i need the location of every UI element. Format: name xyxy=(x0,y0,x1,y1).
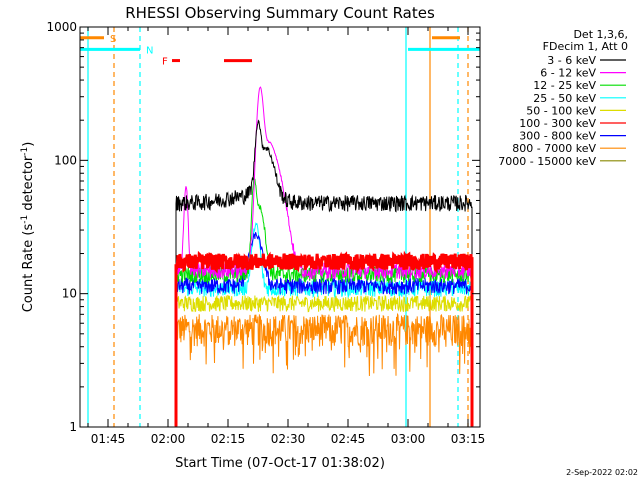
y-axis-label-mid: detector xyxy=(21,155,36,215)
plot-area: S NF xyxy=(80,27,480,427)
legend-label-2: 12 - 25 keV xyxy=(533,79,596,92)
y-tick-label-3: 1000 xyxy=(46,20,77,34)
footer-date: 2-Sep-2022 02:02 xyxy=(566,468,638,477)
y-axis-label-end: ) xyxy=(21,142,36,147)
x-tick-label-0: 01:45 xyxy=(91,432,126,446)
series-line-7 xyxy=(175,312,473,427)
series-line-2 xyxy=(175,177,473,427)
chart-title: RHESSI Observing Summary Count Rates xyxy=(125,4,435,22)
series-line-6 xyxy=(175,231,473,427)
legend-label-3: 25 - 50 keV xyxy=(533,92,596,105)
legend-header-line-1: Det 1,3,6, xyxy=(573,28,628,41)
x-tick-label-5: 03:00 xyxy=(391,432,426,446)
plot-frame xyxy=(79,26,481,428)
x-tick-label-1: 02:00 xyxy=(151,432,186,446)
flag-label-s: S xyxy=(110,34,116,45)
y-tick-label-0: 1 xyxy=(69,420,77,434)
plot-clipped-group xyxy=(80,27,480,427)
flag-label-n: N xyxy=(146,45,153,56)
legend-header-line-2: FDecim 1, Att 0 xyxy=(543,40,628,53)
y-axis-label-sup2: -1 xyxy=(20,147,30,156)
series-line-4 xyxy=(175,293,473,427)
flag-label-f: F xyxy=(162,57,168,68)
legend-label-4: 50 - 100 keV xyxy=(526,104,596,117)
legend-label-6: 300 - 800 keV xyxy=(519,130,596,143)
legend-label-1: 6 - 12 keV xyxy=(540,67,596,80)
x-tick-label-3: 02:30 xyxy=(271,432,306,446)
series-line-0 xyxy=(175,119,473,427)
y-tick-label-1: 10 xyxy=(62,287,77,301)
axes: 01:45 02:00 02:15 02:30 02:45 03:00 03:15 1 10 10… xyxy=(46,20,485,446)
legend-label-7: 800 - 7000 keV xyxy=(512,142,596,155)
y-axis-label: Count Rate (s-1 detector-1) xyxy=(20,142,36,313)
x-tick-label-2: 02:15 xyxy=(211,432,246,446)
x-tick-label-4: 02:45 xyxy=(331,432,366,446)
y-tick-label-2: 100 xyxy=(54,153,77,167)
x-tick-label-6: 03:15 xyxy=(451,432,486,446)
y-axis-label-main: Count Rate (s xyxy=(21,224,36,313)
legend-label-5: 100 - 300 keV xyxy=(519,117,596,130)
legend-label-8: 7000 - 15000 keV xyxy=(498,155,596,168)
y-axis-label-sup1: -1 xyxy=(20,215,30,224)
series-line-5 xyxy=(174,250,474,427)
legend-label-0: 3 - 6 keV xyxy=(547,54,596,67)
x-axis-label: Start Time (07-Oct-17 01:38:02) xyxy=(175,456,385,471)
